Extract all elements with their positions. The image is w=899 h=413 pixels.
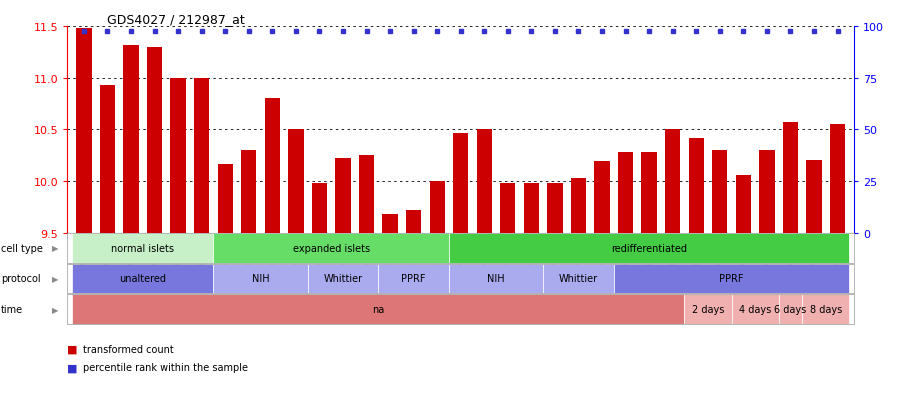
Bar bbox=[783, 123, 798, 233]
Bar bbox=[171, 78, 186, 233]
Text: 2 days: 2 days bbox=[692, 304, 725, 314]
Bar bbox=[594, 162, 610, 233]
Bar bbox=[571, 179, 586, 233]
Text: cell type: cell type bbox=[1, 243, 43, 253]
Text: na: na bbox=[372, 304, 385, 314]
Bar bbox=[335, 159, 351, 233]
Bar bbox=[500, 184, 515, 233]
Bar bbox=[123, 45, 138, 233]
Bar bbox=[665, 130, 681, 233]
Bar bbox=[289, 130, 304, 233]
Bar bbox=[406, 211, 422, 233]
Bar bbox=[712, 151, 727, 233]
Bar bbox=[618, 153, 633, 233]
Bar bbox=[830, 125, 845, 233]
Bar bbox=[100, 86, 115, 233]
Text: transformed count: transformed count bbox=[83, 344, 174, 354]
Text: time: time bbox=[1, 304, 23, 314]
Text: percentile rank within the sample: percentile rank within the sample bbox=[83, 363, 248, 373]
Bar bbox=[382, 215, 397, 233]
Text: protocol: protocol bbox=[1, 274, 40, 284]
Bar bbox=[359, 156, 374, 233]
Bar bbox=[476, 130, 492, 233]
Bar bbox=[524, 184, 539, 233]
Bar bbox=[264, 99, 280, 233]
Text: NIH: NIH bbox=[252, 274, 270, 284]
Text: redifferentiated: redifferentiated bbox=[611, 243, 687, 253]
Bar bbox=[194, 78, 209, 233]
Text: PPRF: PPRF bbox=[719, 274, 743, 284]
Bar bbox=[218, 164, 233, 233]
Bar bbox=[806, 161, 822, 233]
Bar bbox=[453, 133, 468, 233]
Text: ▶: ▶ bbox=[52, 244, 58, 253]
Text: 4 days: 4 days bbox=[739, 304, 771, 314]
Text: expanded islets: expanded islets bbox=[293, 243, 369, 253]
Bar bbox=[760, 151, 775, 233]
Text: ▶: ▶ bbox=[52, 305, 58, 314]
Bar bbox=[547, 184, 563, 233]
Bar bbox=[241, 151, 256, 233]
Text: GDS4027 / 212987_at: GDS4027 / 212987_at bbox=[107, 13, 245, 26]
Bar bbox=[147, 47, 162, 233]
Text: NIH: NIH bbox=[487, 274, 505, 284]
Text: PPRF: PPRF bbox=[401, 274, 426, 284]
Bar bbox=[430, 182, 445, 233]
Bar bbox=[76, 29, 92, 233]
Text: ■: ■ bbox=[67, 344, 78, 354]
Text: unaltered: unaltered bbox=[120, 274, 166, 284]
Bar bbox=[689, 138, 704, 233]
Bar bbox=[642, 153, 657, 233]
Bar bbox=[312, 184, 327, 233]
Text: normal islets: normal islets bbox=[111, 243, 174, 253]
Bar bbox=[735, 176, 751, 233]
Text: 8 days: 8 days bbox=[810, 304, 841, 314]
Text: 6 days: 6 days bbox=[774, 304, 806, 314]
Text: Whittier: Whittier bbox=[559, 274, 598, 284]
Text: ▶: ▶ bbox=[52, 274, 58, 283]
Text: Whittier: Whittier bbox=[324, 274, 362, 284]
Text: ■: ■ bbox=[67, 363, 78, 373]
